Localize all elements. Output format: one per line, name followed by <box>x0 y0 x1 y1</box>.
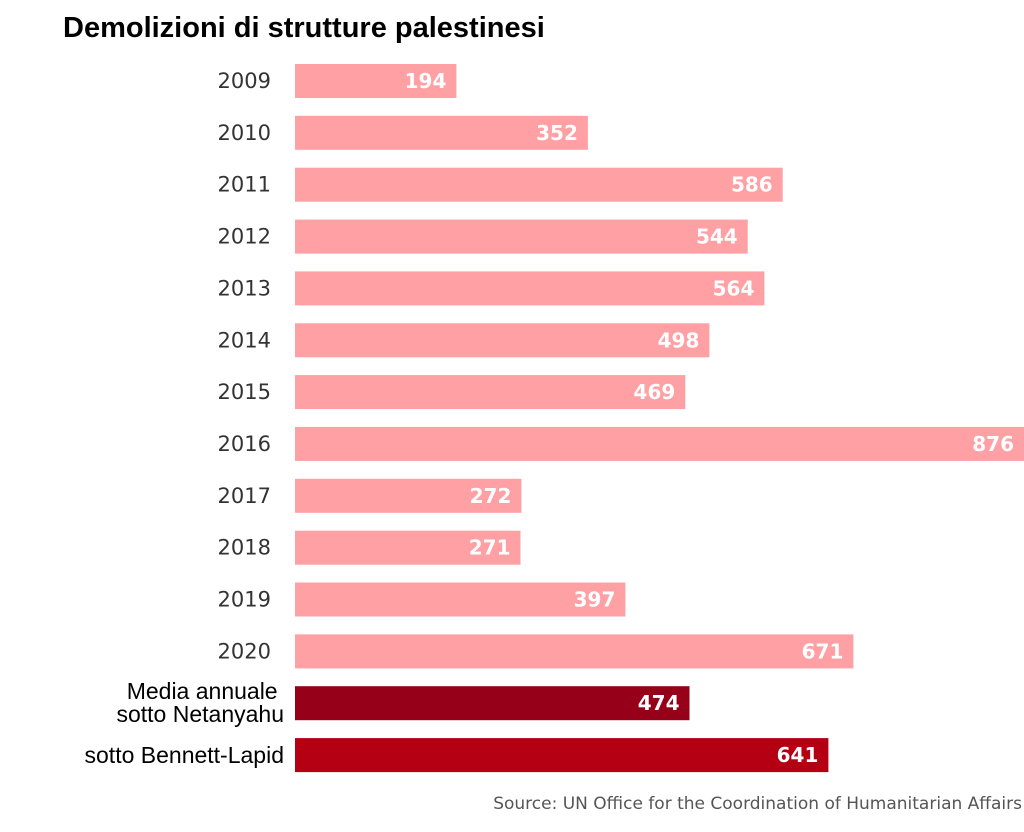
bar <box>295 738 829 773</box>
bar <box>295 375 686 410</box>
chart-title: Demolizioni di strutture palestinesi <box>63 12 545 44</box>
value-label: 498 <box>658 328 700 352</box>
value-label: 564 <box>713 276 755 300</box>
value-label: 272 <box>470 484 512 508</box>
bar <box>295 634 854 669</box>
value-label: 352 <box>536 121 578 145</box>
value-label: 474 <box>638 691 680 715</box>
category-label: Media annuale sotto Netanyahu <box>116 678 284 727</box>
bar <box>295 115 588 150</box>
value-label: 586 <box>731 173 773 197</box>
value-label: 544 <box>696 225 738 249</box>
category-label: 2018 <box>218 536 271 560</box>
bar <box>295 271 765 306</box>
category-label: 2017 <box>218 484 271 508</box>
category-label: 2010 <box>218 121 271 145</box>
bar <box>295 530 521 565</box>
source-note: Source: UN Office for the Coordination o… <box>493 794 1022 814</box>
value-label: 469 <box>634 380 676 404</box>
value-label: 876 <box>972 432 1014 456</box>
category-label: sotto Bennett-Lapid <box>85 742 284 768</box>
category-label: 2012 <box>218 225 271 249</box>
category-label: 2019 <box>218 588 271 612</box>
bar <box>295 323 710 358</box>
bar <box>295 64 457 98</box>
value-label: 641 <box>777 743 819 767</box>
value-label: 271 <box>469 536 511 560</box>
bar <box>295 686 690 721</box>
category-label: 2020 <box>218 639 271 663</box>
value-label: 671 <box>802 639 844 663</box>
category-label: 2009 <box>218 69 271 93</box>
value-label: 397 <box>574 588 616 612</box>
category-label: 2011 <box>218 173 271 197</box>
category-label: 2015 <box>218 380 271 404</box>
bar <box>295 582 626 617</box>
bar <box>295 478 522 513</box>
bar <box>295 167 783 202</box>
category-label: 2013 <box>218 276 271 300</box>
bar <box>295 219 748 254</box>
bar <box>295 426 1024 461</box>
value-label: 194 <box>405 69 447 93</box>
category-label: 2016 <box>218 432 271 456</box>
category-label: 2014 <box>218 328 271 352</box>
